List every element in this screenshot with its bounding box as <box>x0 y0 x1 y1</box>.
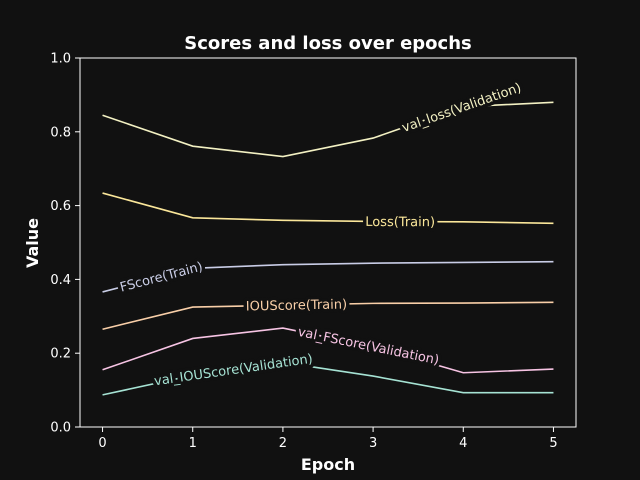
series-label-3: IOUScore(Train)IOUScore(Train) <box>242 294 351 318</box>
series-label-4: val_FScore(Validation)val_FScore(Validat… <box>293 321 444 372</box>
series-label-5: val_IOUScore(Validation)val_IOUScore(Val… <box>150 348 318 393</box>
y-tick-label: 0.4 <box>50 273 71 288</box>
x-axis: 0 1 2 3 4 5 <box>98 427 558 451</box>
y-tick-label: 0.8 <box>50 125 71 140</box>
y-tick-label: 0.0 <box>50 421 71 436</box>
y-tick-label: 1.0 <box>50 52 71 67</box>
y-tick-label: 0.2 <box>50 347 71 362</box>
x-axis-label: Epoch <box>301 455 355 474</box>
series-label-halo: Loss(Train) <box>365 215 435 230</box>
x-tick-label: 2 <box>279 436 287 451</box>
series-line-5 <box>102 361 554 396</box>
x-tick-label: 3 <box>369 436 377 451</box>
plot-area <box>79 57 577 428</box>
series-label-0: val_loss(Validation)val_loss(Validation) <box>397 77 527 139</box>
x-tick-label: 0 <box>98 436 106 451</box>
series-label-text: IOUScore(Train) <box>246 297 348 314</box>
series-label-2: FScore(Train)FScore(Train) <box>115 256 208 299</box>
y-axis: 0.0 0.2 0.4 0.6 0.8 1.0 <box>50 52 80 436</box>
series-label-text: Loss(Train) <box>365 215 435 230</box>
chart-title: Scores and loss over epochs <box>184 33 472 54</box>
x-tick-label: 1 <box>189 436 197 451</box>
series-line-1 <box>102 192 554 225</box>
series-label-text: val_FScore(Validation) <box>296 325 440 369</box>
series-line-0 <box>102 101 554 158</box>
series-label-text: val_IOUScore(Validation) <box>153 352 314 390</box>
x-tick-label: 4 <box>459 436 467 451</box>
series-layer <box>102 101 554 396</box>
series-line-3 <box>102 301 554 330</box>
series-label-text: FScore(Train) <box>118 260 204 296</box>
y-axis-label: Value <box>23 218 42 268</box>
series-line-4 <box>102 327 554 374</box>
y-tick-label: 0.6 <box>50 199 71 214</box>
series-line-2 <box>102 260 554 293</box>
series-label-1: Loss(Train)Loss(Train) <box>362 211 439 233</box>
x-tick-label: 5 <box>549 436 557 451</box>
series-label-text: val_loss(Validation) <box>400 81 523 136</box>
